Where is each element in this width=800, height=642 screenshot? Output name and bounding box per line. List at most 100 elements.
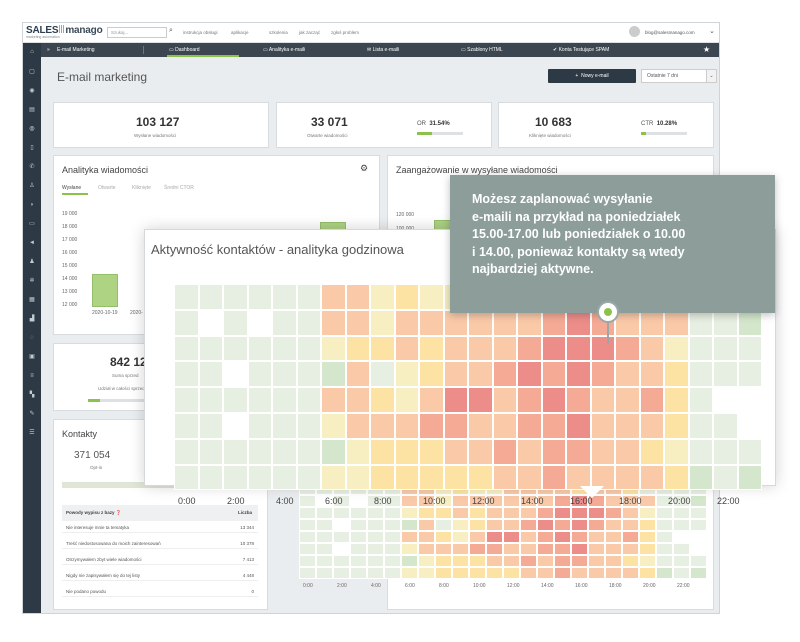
heatmap-cell[interactable] [566, 413, 591, 439]
heatmap-cell[interactable] [713, 335, 738, 362]
heatmap-cell[interactable] [615, 361, 640, 388]
id-card-icon[interactable]: ▤ [29, 107, 35, 113]
heatmap-cell[interactable] [321, 438, 346, 465]
heatmap-cell[interactable] [321, 361, 346, 388]
heatmap-cell[interactable] [394, 335, 419, 362]
heatmap-cell[interactable] [517, 335, 542, 362]
heatmap-cell[interactable] [272, 284, 297, 310]
heatmap-cell[interactable] [419, 361, 444, 388]
heatmap-cell[interactable] [198, 438, 223, 465]
heatmap-cell[interactable] [419, 335, 444, 362]
heatmap-cell[interactable] [419, 464, 444, 491]
heatmap-cell[interactable] [321, 335, 346, 362]
heatmap-cell[interactable] [737, 438, 762, 465]
heatmap-cell[interactable] [247, 335, 272, 362]
search-input[interactable]: Szukaj... [107, 27, 167, 38]
heatmap-cell[interactable] [566, 361, 591, 388]
heatmap-cell[interactable] [321, 284, 346, 310]
heatmap-cell[interactable] [247, 387, 272, 413]
chart-icon[interactable]: ▟ [29, 316, 35, 322]
heatmap-cell[interactable] [615, 413, 640, 439]
grid-icon[interactable]: ▦ [29, 297, 35, 303]
heatmap-cell[interactable] [664, 438, 689, 465]
heatmap-cell[interactable] [737, 464, 762, 491]
heatmap-cell[interactable] [468, 464, 493, 491]
heatmap-cell[interactable] [394, 464, 419, 491]
avatar[interactable] [629, 26, 640, 37]
heatmap-cell[interactable] [517, 464, 542, 491]
heatmap-cell[interactable] [492, 335, 517, 362]
heatmap-cell[interactable] [541, 335, 566, 362]
heatmap-cell[interactable] [198, 413, 223, 439]
heatmap-cell[interactable] [370, 335, 395, 362]
heatmap-cell[interactable] [517, 438, 542, 465]
heatmap-cell[interactable] [370, 413, 395, 439]
heatmap-cell[interactable] [174, 335, 199, 362]
heatmap-cell[interactable] [370, 309, 395, 336]
heatmap-cell[interactable] [443, 309, 468, 336]
heatmap-cell[interactable] [345, 387, 370, 413]
heatmap-cell[interactable] [615, 464, 640, 491]
heatmap-cell[interactable] [198, 361, 223, 388]
gears-icon[interactable]: ✲ [29, 278, 35, 284]
heatmap-cell[interactable] [247, 309, 272, 336]
top-link[interactable]: instrukcja obsługi [183, 30, 218, 35]
heatmap-cell[interactable] [688, 413, 713, 439]
tab-avg-ctor[interactable]: Średni CTOR [164, 185, 194, 191]
tab-email-list[interactable]: ✉ Lista e-maili [367, 47, 400, 53]
heatmap-cell[interactable] [443, 413, 468, 439]
help-icon[interactable]: ❓ [115, 510, 122, 515]
heatmap-cell[interactable] [198, 309, 223, 336]
heatmap-cell[interactable] [370, 361, 395, 388]
heatmap-cell[interactable] [394, 387, 419, 413]
heatmap-cell[interactable] [541, 464, 566, 491]
chat-icon[interactable]: ◗ [30, 202, 34, 208]
heatmap-cell[interactable] [370, 464, 395, 491]
heatmap-cell[interactable] [541, 309, 566, 336]
heatmap-cell[interactable] [272, 413, 297, 439]
heatmap-cell[interactable] [394, 309, 419, 336]
heatmap-cell[interactable] [713, 361, 738, 388]
heatmap-cell[interactable] [688, 361, 713, 388]
heatmap-cell[interactable] [296, 361, 321, 388]
heatmap-cell[interactable] [443, 387, 468, 413]
heatmap-cell[interactable] [223, 387, 248, 413]
heatmap-cell[interactable] [713, 387, 738, 413]
heatmap-cell[interactable] [615, 438, 640, 465]
heatmap-cell[interactable] [492, 309, 517, 336]
heatmap-cell[interactable] [394, 413, 419, 439]
heatmap-cell[interactable] [566, 335, 591, 362]
heatmap-cell[interactable] [174, 284, 199, 310]
copy-icon[interactable]: ▢ [29, 69, 35, 75]
heatmap-cell[interactable] [541, 438, 566, 465]
heatmap-cell[interactable] [419, 387, 444, 413]
heatmap-cell[interactable] [639, 361, 664, 388]
star-icon[interactable]: ★ [703, 45, 711, 54]
heatmap-cell[interactable] [590, 413, 615, 439]
tab-clicked[interactable]: Kliknięte [132, 185, 151, 191]
tab-email-analytics[interactable]: ▭ Analityka e-maili [263, 47, 306, 53]
heatmap-cell[interactable] [541, 361, 566, 388]
tab-dashboard[interactable]: ▭ Dashboard [169, 47, 200, 53]
heatmap-cell[interactable] [272, 387, 297, 413]
heatmap-cell[interactable] [713, 438, 738, 465]
heatmap-cell[interactable] [664, 464, 689, 491]
heatmap-cell[interactable] [468, 438, 493, 465]
heatmap-cell[interactable] [639, 438, 664, 465]
heatmap-cell[interactable] [664, 413, 689, 439]
heatmap-cell[interactable] [639, 413, 664, 439]
heatmap-cell[interactable] [639, 464, 664, 491]
heatmap-cell[interactable] [443, 438, 468, 465]
tooltip-marker-dot[interactable] [597, 301, 619, 323]
heatmap-cell[interactable] [492, 361, 517, 388]
heatmap-cell[interactable] [247, 361, 272, 388]
heatmap-cell[interactable] [345, 284, 370, 310]
monitor-icon[interactable]: ▭ [29, 221, 35, 227]
heatmap-cell[interactable] [615, 335, 640, 362]
heatmap-cell[interactable] [198, 464, 223, 491]
heatmap-cell[interactable] [174, 387, 199, 413]
heatmap-cell[interactable] [198, 387, 223, 413]
top-link[interactable]: zgłoś problem [331, 30, 360, 35]
megaphone-icon[interactable]: ◄ [29, 240, 35, 246]
heatmap-cell[interactable] [615, 387, 640, 413]
